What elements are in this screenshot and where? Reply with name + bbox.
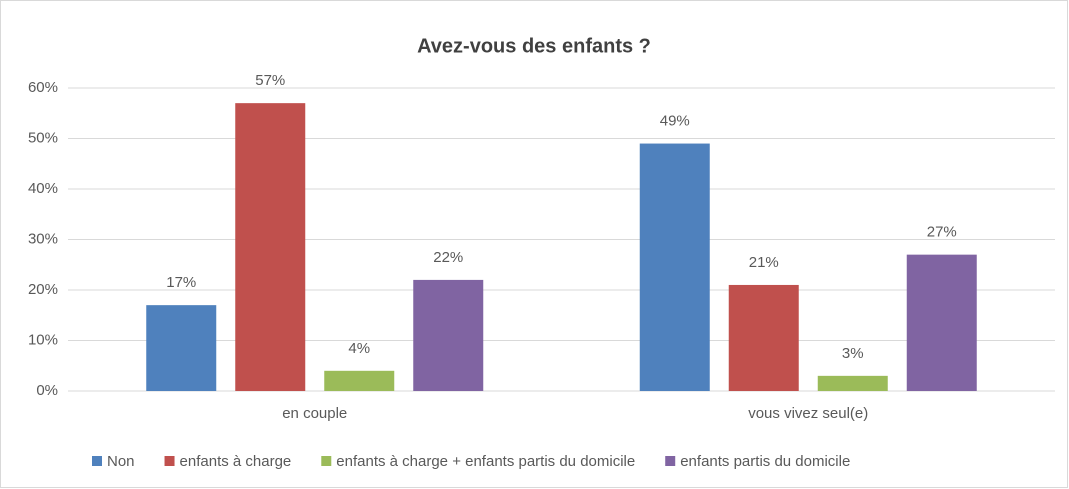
bar (324, 370, 395, 391)
x-tick-label: en couple (282, 405, 347, 422)
y-tick-label: 0% (36, 382, 58, 399)
bar (413, 279, 484, 391)
legend-label: enfants à charge + enfants partis du dom… (336, 453, 635, 470)
y-tick-label: 10% (28, 331, 58, 348)
legend-swatch (665, 456, 676, 466)
value-label: 57% (255, 72, 285, 89)
x-tick-label: vous vivez seul(e) (748, 405, 868, 422)
bar (906, 254, 977, 391)
value-label: 27% (927, 224, 957, 241)
bar (639, 143, 710, 391)
y-tick-label: 20% (28, 281, 58, 298)
bar (728, 284, 799, 391)
bar (817, 375, 888, 391)
y-tick-label: 60% (28, 79, 58, 96)
value-label: 4% (348, 340, 370, 357)
value-label: 17% (166, 274, 196, 291)
legend-label: enfants partis du domicile (680, 453, 850, 470)
bar (235, 103, 306, 392)
legend-swatch (164, 456, 175, 466)
legend-label: enfants à charge (180, 453, 292, 470)
legend-swatch (321, 456, 332, 466)
value-label: 22% (433, 249, 463, 266)
value-label: 49% (660, 113, 690, 130)
value-label: 3% (842, 345, 864, 362)
legend-swatch (92, 456, 102, 466)
y-tick-label: 40% (28, 180, 58, 197)
legend-label: Non (107, 453, 135, 470)
y-tick-label: 30% (28, 230, 58, 247)
y-tick-label: 50% (28, 129, 58, 146)
bar (146, 305, 217, 391)
chart-title: Avez-vous des enfants ? (417, 35, 651, 57)
value-label: 21% (749, 254, 779, 271)
